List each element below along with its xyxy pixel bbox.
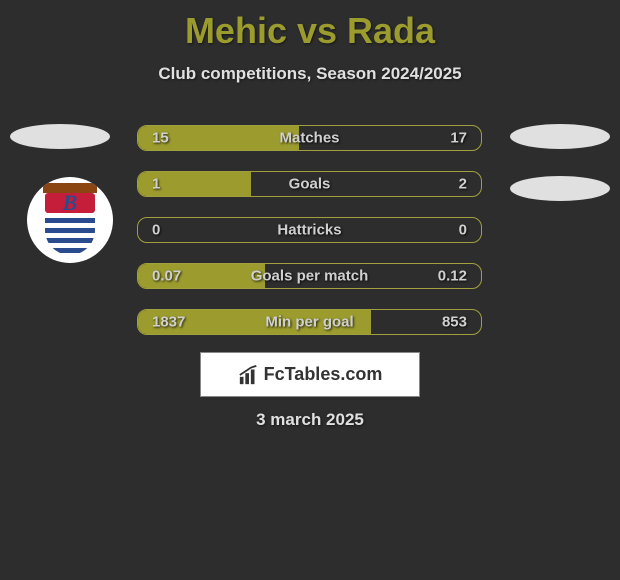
stat-label: Min per goal [265, 314, 353, 331]
stat-bar-matches: 15 Matches 17 [137, 125, 482, 151]
club-shield-icon: B [35, 185, 105, 255]
stat-bar-hattricks: 0 Hattricks 0 [137, 217, 482, 243]
stats-container: 15 Matches 17 1 Goals 2 0 Hattricks 0 0.… [137, 125, 482, 355]
stat-value-right: 0.12 [438, 268, 467, 285]
stat-value-right: 2 [459, 176, 467, 193]
stat-label: Goals per match [251, 268, 369, 285]
subtitle: Club competitions, Season 2024/2025 [0, 64, 620, 84]
player-left-avatar-placeholder [10, 124, 110, 149]
stat-bar-goals: 1 Goals 2 [137, 171, 482, 197]
stat-bar-min-per-goal: 1837 Min per goal 853 [137, 309, 482, 335]
stat-value-left: 15 [152, 130, 169, 147]
stat-value-left: 0.07 [152, 268, 181, 285]
chart-icon [238, 364, 260, 386]
stat-label: Goals [289, 176, 331, 193]
club-right-logo-placeholder [510, 176, 610, 201]
stat-value-right: 853 [442, 314, 467, 331]
stat-label: Hattricks [277, 222, 341, 239]
stat-value-left: 1837 [152, 314, 185, 331]
stat-value-right: 17 [450, 130, 467, 147]
site-name: FcTables.com [264, 364, 383, 385]
club-left-logo: B [27, 177, 113, 263]
stat-value-left: 0 [152, 222, 160, 239]
stat-label: Matches [279, 130, 339, 147]
stat-value-left: 1 [152, 176, 160, 193]
stat-value-right: 0 [459, 222, 467, 239]
footer-date: 3 march 2025 [256, 410, 364, 430]
branding-text: FcTables.com [238, 364, 383, 386]
stat-bar-goals-per-match: 0.07 Goals per match 0.12 [137, 263, 482, 289]
branding-box[interactable]: FcTables.com [200, 352, 420, 397]
page-title: Mehic vs Rada [0, 0, 620, 52]
player-right-avatar-placeholder [510, 124, 610, 149]
